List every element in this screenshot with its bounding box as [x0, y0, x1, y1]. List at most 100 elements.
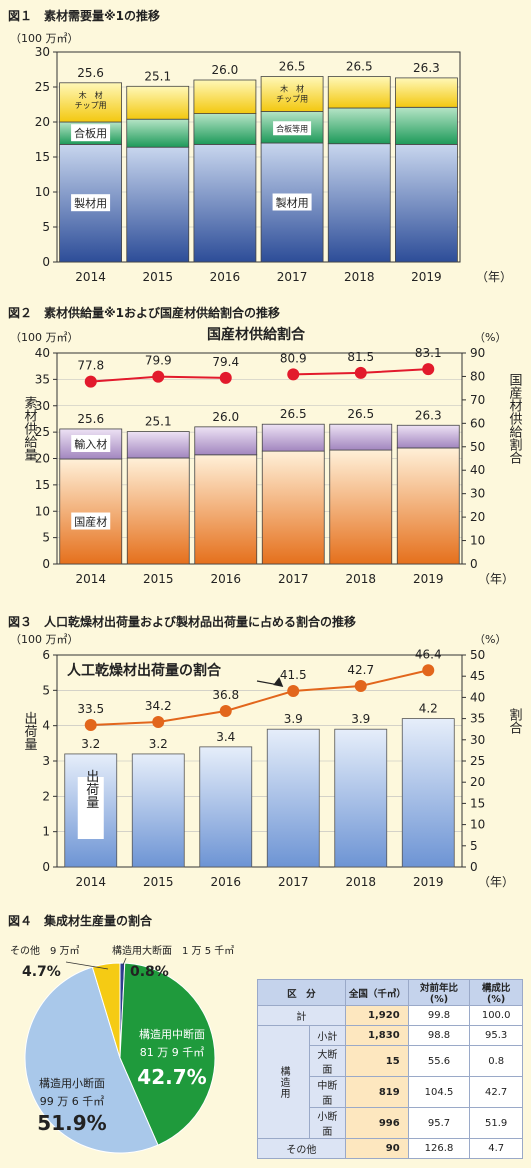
- chart-title: 図２ 素材供給量※1および国産材供給割合の推移: [8, 305, 280, 320]
- data-label-total: 26.3: [413, 61, 440, 75]
- line-point: [354, 366, 367, 379]
- y2-axis-label: 割合: [507, 707, 523, 734]
- y-tick-label: 30: [35, 45, 50, 59]
- y-axis-label: 出荷量: [22, 712, 38, 751]
- table-header-row: 区 分 全国（千㎥） 対前年比(%) 構成比(%): [257, 979, 523, 1006]
- inner-label-box: [71, 124, 111, 142]
- pie-leader-line: [122, 957, 127, 966]
- bar-輸入材: [261, 423, 325, 452]
- cell-ratio: 0.8: [469, 1045, 523, 1077]
- inner-label: チップ用: [75, 101, 107, 110]
- bar-製材用: [395, 143, 458, 263]
- y-tick-label: 10: [35, 185, 50, 199]
- bar-輸入材: [194, 426, 258, 456]
- bar-製材用: [193, 143, 257, 263]
- bar-data-label: 3.9: [351, 712, 370, 726]
- bar-data-label: 4.2: [419, 702, 438, 716]
- table-row: 大断面 15 55.6 0.8: [258, 1045, 523, 1077]
- cell-yoy: 104.5: [407, 1076, 471, 1108]
- plot-frame: [56, 352, 463, 565]
- data-label-total: 25.6: [77, 66, 104, 80]
- y-tick-label: 40: [35, 346, 50, 360]
- bar-製材用: [327, 143, 391, 263]
- bar-輸入材: [396, 424, 460, 449]
- inner-label: 合板等用: [276, 123, 308, 133]
- data-label-total: 25.6: [77, 412, 104, 426]
- bar-出荷量: [131, 753, 185, 868]
- x-tick-label: 2019: [413, 572, 444, 586]
- y2-tick-label: 70: [470, 393, 485, 407]
- cell-national: 1,830: [344, 1025, 409, 1046]
- bar-合板用: [193, 113, 257, 145]
- y-tick-label: 3: [42, 754, 50, 768]
- inner-label: 出荷量: [83, 770, 99, 809]
- row-label: その他: [257, 1138, 346, 1159]
- line-point: [84, 718, 97, 731]
- cell-ratio: 51.9: [469, 1107, 523, 1139]
- y-tick-label: 20: [35, 452, 50, 466]
- pie-label-name: 構造用大断面 1 万 5 千㎥: [112, 944, 234, 957]
- y2-tick-label: 90: [470, 346, 485, 360]
- chart-title: 図３ 人口乾燥材出荷量および製材品出荷量に占める割合の推移: [8, 614, 356, 629]
- pie-label-percent: 4.7%: [22, 964, 61, 980]
- inner-label-box: [71, 434, 111, 452]
- inner-label-box: [77, 777, 104, 839]
- row-label: 小断面: [309, 1107, 346, 1139]
- bar-木材チップ用: [193, 79, 257, 114]
- x-tick-label: 2016: [210, 572, 241, 586]
- x-tick-label: 2016: [210, 875, 241, 889]
- bar-合板用: [126, 118, 190, 148]
- cell-national: 996: [344, 1107, 409, 1139]
- y2-tick-label: 30: [470, 733, 485, 747]
- bar-data-label: 3.2: [81, 737, 100, 751]
- cell-ratio: 95.3: [469, 1025, 523, 1046]
- y-tick-label: 5: [42, 531, 50, 545]
- header-ratio: 構成比(%): [469, 979, 523, 1006]
- line-point: [152, 370, 165, 383]
- line-data-label: 79.4: [212, 355, 239, 369]
- line-point: [287, 368, 300, 381]
- y2-axis-unit: （%）: [474, 633, 506, 646]
- cell-ratio: 100.0: [469, 1005, 523, 1026]
- y-tick-label: 0: [42, 557, 50, 571]
- x-tick-label: 2018: [344, 270, 375, 284]
- y2-axis-unit: （%）: [474, 331, 506, 344]
- cell-yoy: 95.7: [407, 1107, 471, 1139]
- data-label-total: 26.3: [415, 408, 442, 422]
- row-label: 計: [257, 1005, 346, 1026]
- line-point: [422, 363, 435, 376]
- data-label-total: 25.1: [144, 69, 171, 83]
- line-point: [354, 679, 367, 692]
- data-label-total: 26.5: [280, 407, 307, 421]
- bar-出荷量: [401, 718, 455, 868]
- line-point: [84, 375, 97, 388]
- bar-合板用: [395, 106, 458, 145]
- cell-national: 819: [344, 1076, 409, 1108]
- bar-出荷量: [334, 728, 388, 868]
- line-data-label: 41.5: [280, 668, 307, 682]
- y-tick-label: 15: [35, 150, 50, 164]
- annotation-arrowhead: [273, 677, 284, 688]
- data-label-total: 26.5: [347, 407, 374, 421]
- table-row: 中断面 819 104.5 42.7: [258, 1076, 523, 1108]
- x-tick-label: 2014: [75, 270, 106, 284]
- bar-輸入材: [329, 423, 393, 451]
- y-tick-label: 0: [42, 860, 50, 874]
- table-row: 構造用 小計 1,830 98.8 95.3: [257, 1025, 523, 1139]
- line-data-label: 80.9: [280, 351, 307, 365]
- y2-tick-label: 5: [470, 839, 478, 853]
- table-row: 小断面 996 95.7 51.9: [258, 1107, 523, 1139]
- pie-label-name: その他 9 万㎥: [10, 944, 80, 957]
- cell-yoy: 99.8: [407, 1005, 471, 1026]
- y2-tick-label: 20: [470, 510, 485, 524]
- plot-frame: [56, 51, 461, 263]
- y-tick-label: 2: [42, 789, 50, 803]
- pie-label-amount: 99 万 6 千㎥: [40, 1095, 105, 1108]
- inner-label: 輸入材: [74, 437, 107, 451]
- line-point: [287, 685, 300, 698]
- y-tick-label: 35: [35, 372, 50, 386]
- data-label-total: 26.5: [346, 60, 373, 74]
- x-tick-label: 2017: [277, 270, 308, 284]
- y-tick-label: 1: [42, 825, 50, 839]
- x-tick-label: 2017: [278, 572, 309, 586]
